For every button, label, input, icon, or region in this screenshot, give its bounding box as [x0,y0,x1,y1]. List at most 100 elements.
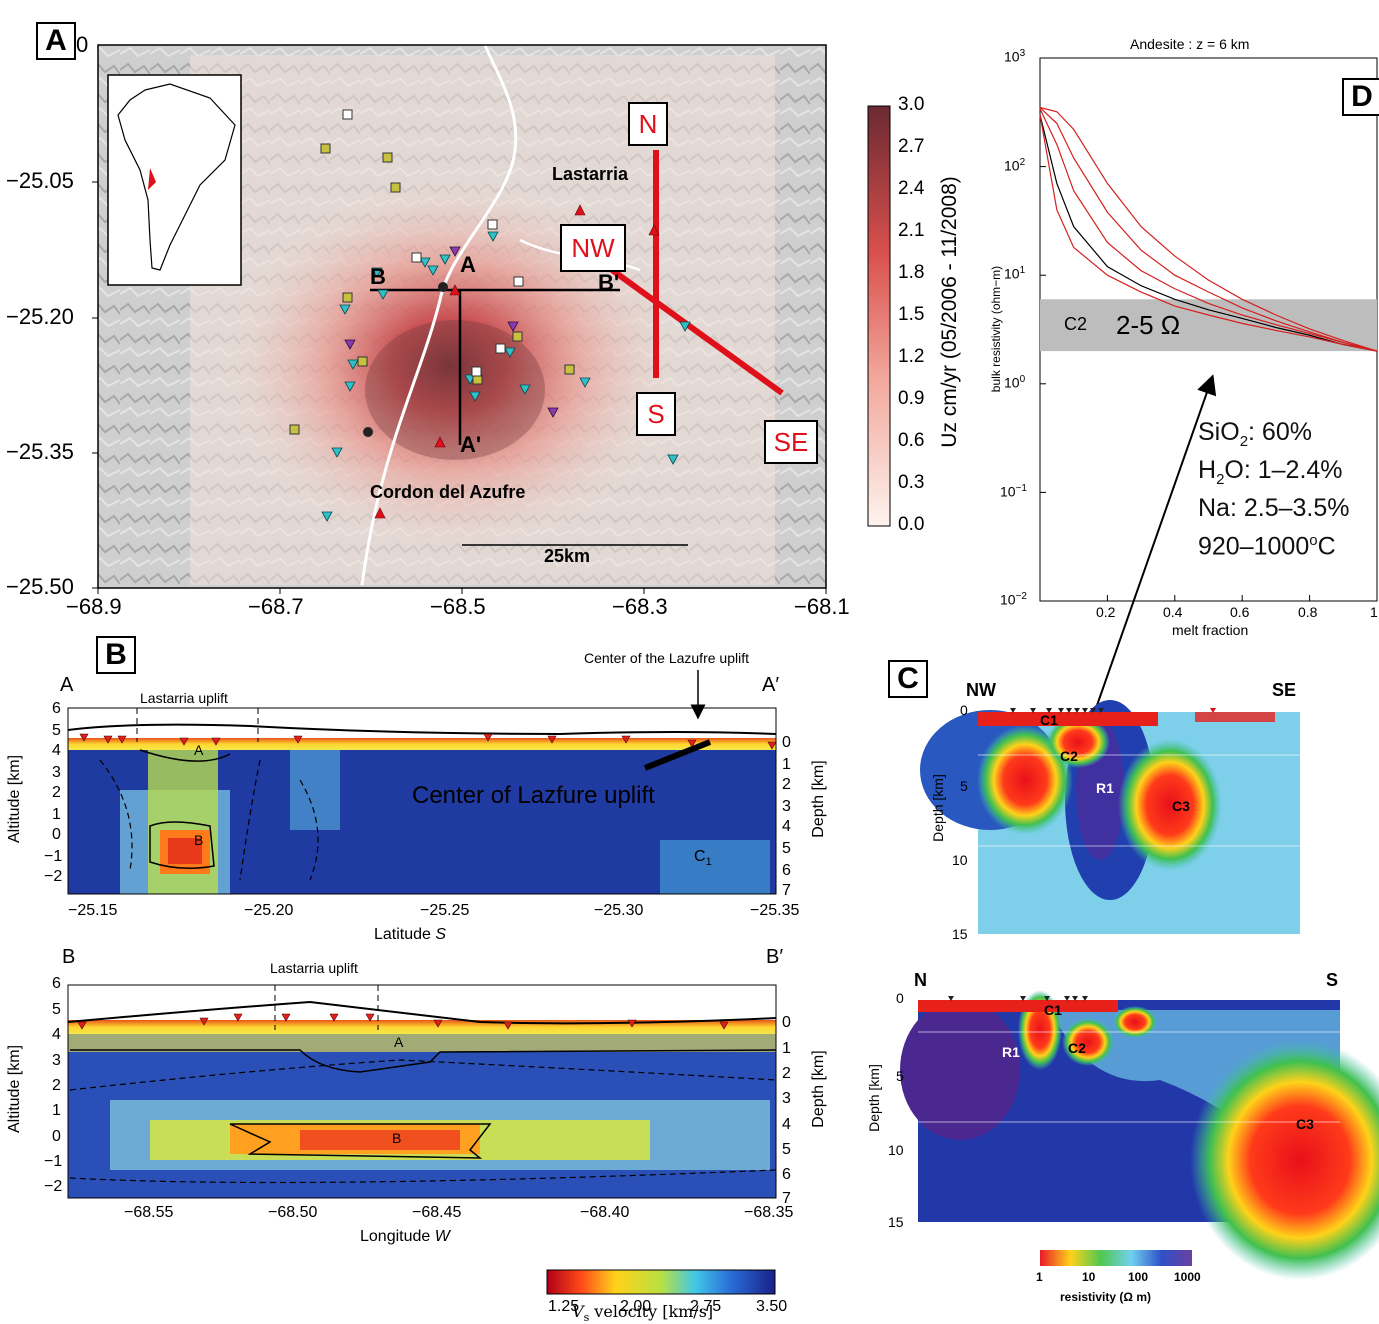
panel-a-label: A [36,22,76,60]
panel-b-label: B [96,636,136,674]
alt-tick-top: 1 [52,806,61,823]
y-tick-label: 101 [1004,265,1026,282]
x-tick-label: 0.6 [1230,604,1250,620]
ylabel-top: Altitude [km] [6,754,23,844]
x-tick-top: −25.15 [68,902,118,919]
depth-tick-bottom: 6 [782,1166,791,1183]
panel-a-x-tick: −68.9 [66,594,122,619]
colorbar-a-tick: 2.4 [898,178,925,199]
x-tick-top: −25.20 [244,902,294,919]
panel-c-sections [900,700,1379,1280]
depth-tick: 5 [896,1068,904,1084]
colorbar-a-tick: 1.2 [898,346,925,367]
series-line-2 [1039,108,1378,352]
depth-tick-bottom: 3 [782,1090,791,1107]
anomaly-c2: C2 [1068,1040,1086,1056]
alt-tick-top: 5 [52,722,61,739]
panel-a-map [92,44,891,594]
alt-tick-top: 2 [52,784,61,801]
depth-tick: 0 [960,702,968,718]
c2-band [1040,299,1377,352]
depth-tick: 15 [888,1214,904,1230]
xlabel-top: Latitude S [374,926,447,943]
depth-tick-top: 7 [782,882,791,899]
x-axis-label: melt fraction [1172,622,1249,638]
vs-colorbar-tick: 2.75 [690,1298,722,1315]
depth-axis-label: Depth [km] [866,1064,882,1132]
depth-tick-top: 4 [782,818,791,835]
section-right-label: SE [1272,680,1297,700]
section-bottom-left-label: B [62,946,76,968]
lastarria-uplift-bottom: Lastarria uplift [270,960,358,976]
colorbar-a-label: Uz cm/yr (05/2006 - 11/2008) [938,176,961,448]
anomaly-a-bottom: A [394,1034,404,1050]
res-colorbar-tick: 1000 [1174,1270,1201,1284]
depth-tick-bottom: 0 [782,1014,791,1031]
vs-colorbar-tick: 1.25 [548,1298,580,1315]
depth-tick-top: 6 [782,862,791,879]
panel-a-x-tick: −68.5 [430,594,486,619]
series-line-1 [1039,114,1378,352]
big-annotation: Center of Lazfure uplift [412,782,655,809]
alt-tick-bottom: 4 [52,1026,61,1043]
alt-tick-bottom: −2 [44,1178,63,1195]
x-tick-bottom: −68.45 [412,1204,462,1221]
depth-axis-label: Depth [km] [930,774,946,842]
section-right-label: S [1326,970,1339,990]
anomaly-c3: C3 [1172,798,1190,814]
panel-a-x-tick: −68.3 [612,594,668,619]
y-tick-label: 102 [1004,157,1026,174]
x-tick-bottom: −68.55 [124,1204,174,1221]
scale-bar-label: 25km [544,546,591,566]
x-tick-bottom: −68.40 [580,1204,630,1221]
depth-tick-bottom: 4 [782,1116,791,1133]
center-uplift-label: Center of the Lazufre uplift [584,650,749,666]
panel-a-y-tick: −25.20 [6,304,74,329]
colorbar-a-tick: 3.0 [898,94,925,115]
alt-tick-top: −1 [44,848,63,865]
anomaly-r1: R1 [1002,1044,1020,1060]
depth-tick-bottom: 2 [782,1065,791,1082]
alt-tick-bottom: 2 [52,1077,61,1094]
mt-profile-label-se: SE [764,420,818,464]
panel-a-x-tick: −68.1 [794,594,850,619]
panel-a: A 0 −25.05 −25.20 −25.35 −25.50 −68.9 −6… [0,0,961,620]
depth-tick-bottom: 1 [782,1040,791,1057]
composition-temperature: 920–1000oC [1198,532,1336,561]
lastarria-uplift-top: Lastarria uplift [140,690,228,706]
series-line-3 [1039,107,1378,352]
res-colorbar-label: resistivity (Ω m) [1060,1290,1151,1304]
section-top-left-label: A [60,674,74,696]
alt-tick-top: 6 [52,700,61,717]
section-bottom-right-label: B′ [766,946,784,968]
panel-a-y-top-tick: 0 [76,32,89,57]
section-left-label: NW [966,680,996,700]
profile-label-b-prime: B' [598,270,620,295]
panel-b: B A A′ Lastarria uplift Center of the La… [0,630,850,1324]
anomaly-c2: C2 [1060,748,1078,764]
composition-sio2: SiO2: 60% [1198,418,1312,450]
y-axis-label: bulk resistivity (ohm−m) [989,265,1003,393]
anomaly-c1-top: C1 [694,848,712,869]
depth-tick: 10 [952,852,968,868]
alt-tick-top: 0 [52,826,61,843]
panel-a-y-tick: −25.05 [6,168,74,193]
panel-c: C NW SE 0 5 10 15 Depth [km] C1 C2 R1 C3… [860,650,1379,1324]
alt-tick-top: 3 [52,764,61,781]
colorbar-a-tick: 2.7 [898,136,925,157]
alt-tick-bottom: 0 [52,1128,61,1145]
colorbar-a-tick: 0.3 [898,472,925,493]
x-tick-label: 1 [1370,604,1378,620]
colorbar-a-tick: 1.8 [898,262,925,283]
profile-label-a: A [460,252,476,277]
depth-tick-top: 0 [782,734,791,751]
panel-d: D Andesite : z = 6 km 103 102 101 100 10… [960,0,1379,650]
depth-tick: 15 [952,926,968,942]
alt-tick-bottom: 6 [52,975,61,992]
place-label-lastarria: Lastarria [552,164,629,184]
xlabel-bottom: Longitude W [360,1228,450,1245]
x-tick-bottom: −68.35 [744,1204,794,1221]
res-colorbar-tick: 100 [1128,1270,1149,1284]
vs-colorbar-label: Vs velocity [km/s] [572,1302,714,1324]
x-tick-top: −25.30 [594,902,644,919]
